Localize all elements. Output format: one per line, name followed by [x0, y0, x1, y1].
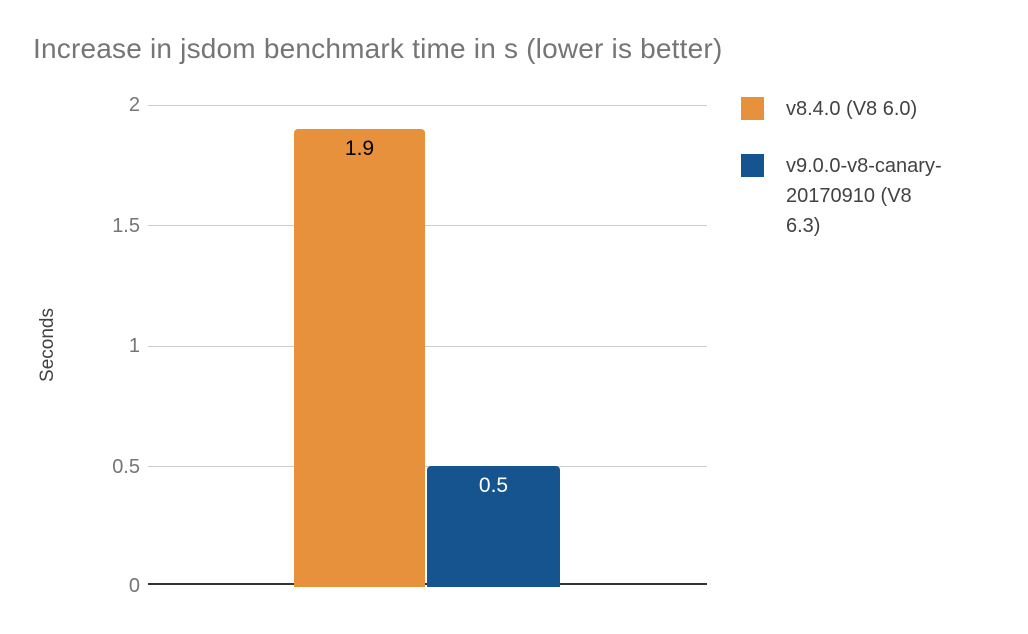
legend-label-v8-4-0: v8.4.0 (V8 6.0)	[786, 94, 917, 124]
legend-label-line: v9.0.0-v8-canary-	[786, 155, 942, 177]
gridline-2	[148, 105, 707, 106]
legend-label-line: v8.4.0 (V8 6.0)	[786, 98, 918, 120]
legend-label-line: 20170910 (V8	[786, 185, 912, 207]
gridline-1-5	[148, 225, 707, 226]
bar-v9-0-0-canary: 0.5	[427, 466, 560, 587]
gridline-1	[148, 346, 707, 347]
bar-value-label-v9-0-0-canary: 0.5	[478, 474, 509, 497]
legend-label-v9-0-0-canary: v9.0.0-v8-canary- 20170910 (V8 6.3)	[786, 151, 942, 241]
y-tick-label-1-5: 1.5	[112, 215, 140, 237]
chart-title: Increase in jsdom benchmark time in s (l…	[33, 33, 723, 64]
bar-v8-4-0: 1.9	[294, 129, 425, 587]
y-tick-label-2: 2	[128, 94, 140, 116]
legend-label-line: 6.3)	[786, 215, 821, 237]
y-tick-label-1: 1	[128, 335, 140, 357]
y-tick-label-0-5: 0.5	[112, 456, 140, 478]
bar-value-label-v8-4-0: 1.9	[344, 137, 375, 160]
legend-swatch-blue	[741, 154, 764, 177]
legend-item-v8-4-0: v8.4.0 (V8 6.0)	[741, 94, 991, 124]
y-tick-label-0: 0	[128, 575, 140, 597]
legend-item-v9-0-0-canary: v9.0.0-v8-canary- 20170910 (V8 6.3)	[741, 151, 991, 241]
legend: v8.4.0 (V8 6.0) v9.0.0-v8-canary- 201709…	[741, 94, 991, 241]
legend-swatch-orange	[741, 97, 764, 120]
y-axis-title: Seconds	[37, 308, 58, 382]
plot-area: 1.9 0.5	[148, 105, 707, 587]
